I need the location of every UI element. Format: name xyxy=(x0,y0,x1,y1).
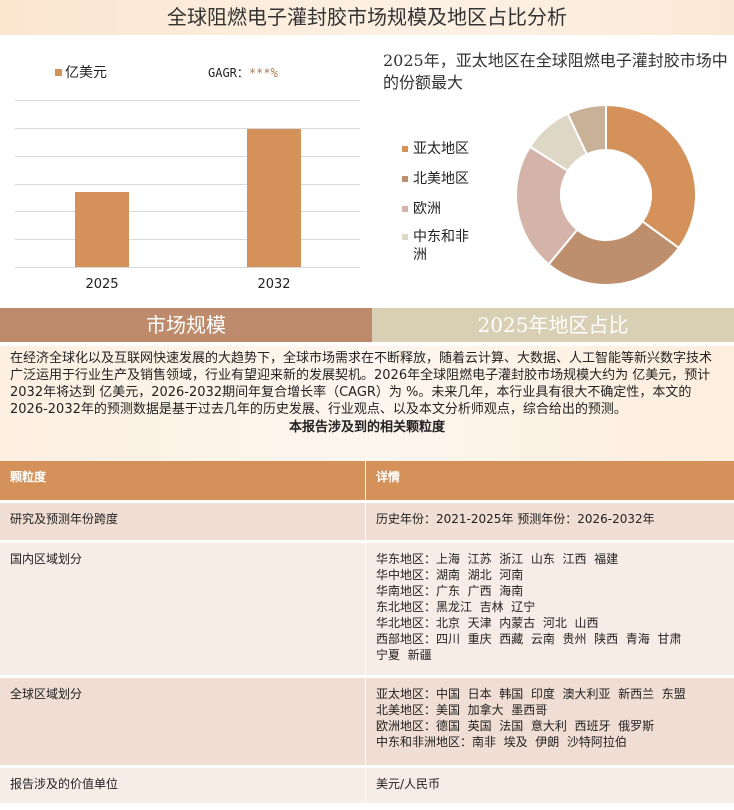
slice-欧洲 xyxy=(515,145,579,266)
pie-legend-item: 欧洲 xyxy=(402,200,482,218)
granularity-cell: 全球区域划分 xyxy=(0,678,366,765)
bar-2032 xyxy=(247,129,301,267)
legend-swatch xyxy=(402,234,408,240)
legend-label: 中东和非洲 xyxy=(413,229,469,263)
bar-legend: 亿美元 xyxy=(55,62,107,82)
legend-label: 亿美元 xyxy=(65,65,107,81)
table-caption: 本报告涉及到的相关颗粒度 xyxy=(288,420,445,435)
table-row: 研究及预测年份跨度 历史年份：2021-2025年 预测年份：2026-2032年 xyxy=(0,503,734,543)
gagr-value: ***% xyxy=(248,66,278,80)
bar-2025 xyxy=(75,191,129,267)
table-row: 全球区域划分 亚太地区：中国 日本 韩国 印度 澳大利亚 新西兰 东盟 北美地区：美… xyxy=(0,678,734,768)
detail-line: 亚太地区：中国 日本 韩国 印度 澳大利亚 新西兰 东盟 xyxy=(376,687,686,701)
granularity-table: 颗粒度 详情 研究及预测年份跨度 历史年份：2021-2025年 预测年份：202… xyxy=(0,461,734,806)
header-details: 详情 xyxy=(376,470,401,484)
page-title: 全球阻燃电子灌封胶市场规模及地区占比分析 xyxy=(0,0,734,35)
pie-legend-item: 中东和非洲 xyxy=(402,228,482,264)
table-row: 报告涉及的价值单位 美元/人民币 xyxy=(0,768,734,806)
granularity-cell: 国内区域划分 xyxy=(0,543,366,675)
x-tick-label: 2025 xyxy=(85,277,119,292)
table-header: 颗粒度 详情 xyxy=(0,461,734,503)
header-granularity: 颗粒度 xyxy=(0,461,366,500)
detail-line: 华中地区：湖南 湖北 河南 xyxy=(376,568,524,582)
gridline xyxy=(15,183,360,185)
gridline xyxy=(15,267,360,268)
legend-swatch xyxy=(402,176,408,182)
pie-legend-item: 北美地区 xyxy=(402,170,482,188)
detail-line: 北美地区：美国 加拿大 墨西哥 xyxy=(376,703,548,717)
detail-line: 欧洲地区：德国 英国 法国 意大利 西班牙 俄罗斯 xyxy=(376,719,655,733)
legend-swatch xyxy=(402,206,408,212)
pie-title: 2025年，亚太地区在全球阻燃电子灌封胶市场中的份额最大 xyxy=(383,51,728,92)
detail-cell: 华东地区：上海 江苏 浙江 山东 江西 福建 华中地区：湖南 湖北 河南 华南地区：… xyxy=(366,543,734,675)
detail-line: 华北地区：北京 天津 内蒙古 河北 山西 xyxy=(376,616,599,630)
detail-cell: 美元/人民币 xyxy=(366,768,734,803)
legend-swatch xyxy=(55,68,62,76)
pie-legend-item: 亚太地区 xyxy=(402,140,482,158)
gridline xyxy=(15,100,360,101)
detail-line: 华东地区：上海 江苏 浙江 山东 江西 福建 xyxy=(376,552,619,566)
detail-line: 宁夏 新疆 xyxy=(376,648,432,662)
section-band-market-size: 市场规模 xyxy=(0,308,372,342)
gridline xyxy=(15,211,360,213)
table-row: 国内区域划分 华东地区：上海 江苏 浙江 山东 江西 福建 华中地区：湖南 湖北 河… xyxy=(0,543,734,678)
slice-北美地区 xyxy=(547,220,681,286)
detail-line: 历史年份：2021-2025年 预测年份：2026-2032年 xyxy=(376,512,655,526)
detail-cell: 亚太地区：中国 日本 韩国 印度 澳大利亚 新西兰 东盟 北美地区：美国 加拿大 … xyxy=(366,678,734,765)
detail-cell: 历史年份：2021-2025年 预测年份：2026-2032年 xyxy=(366,503,734,540)
gridline xyxy=(15,239,360,241)
detail-line: 东北地区：黑龙江 吉林 辽宁 xyxy=(376,600,536,614)
legend-swatch xyxy=(402,146,408,152)
detail-line: 美元/人民币 xyxy=(376,777,441,791)
legend-label: 亚太地区 xyxy=(413,141,469,157)
slice-other xyxy=(566,103,607,156)
legend-label: 欧洲 xyxy=(413,201,441,217)
gridline xyxy=(15,127,360,129)
donut-chart xyxy=(515,103,697,286)
detail-line: 西部地区：四川 重庆 西藏 云南 贵州 陕西 青海 甘肃 xyxy=(376,632,682,646)
x-tick-label: 2032 xyxy=(257,277,291,292)
legend-label: 北美地区 xyxy=(413,171,469,187)
detail-line: 中东和非洲地区：南非 埃及 伊朗 沙特阿拉伯 xyxy=(376,735,627,749)
slice-亚太地区 xyxy=(605,103,697,250)
gridline xyxy=(15,155,360,157)
granularity-cell: 研究及预测年份跨度 xyxy=(0,503,366,540)
section-band-region-share: 2025年地区占比 xyxy=(372,308,734,342)
gagr-label: GAGR：***% xyxy=(208,66,278,80)
granularity-cell: 报告涉及的价值单位 xyxy=(0,768,366,803)
description-paragraph: 在经济全球化以及互联网快速发展的大趋势下，全球市场需求在不断释放，随着云计算、大… xyxy=(0,346,734,462)
detail-line: 华南地区：广东 广西 海南 xyxy=(376,584,524,598)
bar-chart: 亿美元 GAGR：***% 2025 2032 xyxy=(0,35,372,305)
